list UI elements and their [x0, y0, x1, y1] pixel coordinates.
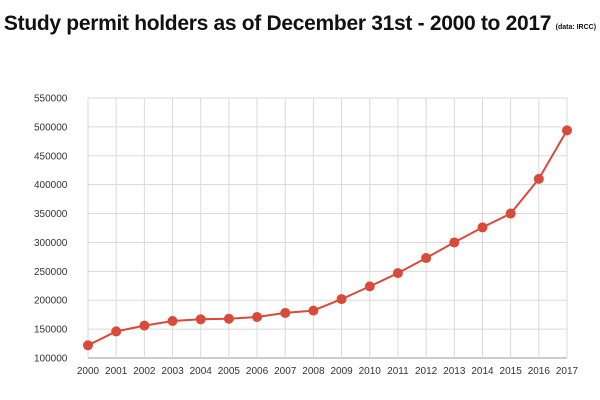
x-tick-label: 2000	[77, 366, 100, 377]
data-point	[449, 237, 460, 248]
y-tick-label: 300000	[34, 238, 68, 249]
data-point	[139, 320, 150, 331]
x-tick-label: 2003	[161, 366, 184, 377]
y-tick-label: 500000	[34, 122, 68, 133]
x-tick-label: 2007	[274, 366, 297, 377]
y-tick-label: 400000	[34, 180, 68, 191]
data-point	[223, 313, 234, 324]
x-tick-label: 2005	[218, 366, 241, 377]
data-point	[421, 253, 432, 264]
x-tick-label: 2008	[302, 366, 325, 377]
x-tick-label: 2010	[359, 366, 382, 377]
y-tick-label: 350000	[34, 209, 68, 220]
data-point	[111, 326, 122, 337]
y-tick-label: 550000	[34, 94, 68, 105]
x-tick-label: 2011	[387, 366, 409, 377]
y-tick-label: 250000	[34, 267, 68, 278]
x-tick-label: 2004	[190, 366, 213, 377]
x-tick-label: 2002	[133, 366, 156, 377]
y-tick-label: 150000	[34, 325, 68, 336]
chart-title: Study permit holders as of December 31st…	[0, 12, 600, 36]
series-line	[87, 129, 568, 347]
data-point	[167, 316, 178, 327]
data-point	[280, 307, 291, 318]
series-line-layer	[87, 129, 568, 347]
x-tick-label: 2015	[500, 366, 523, 377]
data-point	[562, 125, 572, 136]
gridlines	[87, 97, 568, 359]
data-points	[83, 125, 572, 351]
data-point	[505, 208, 516, 219]
x-tick-label: 2012	[415, 366, 438, 377]
x-tick-label: 2009	[330, 366, 353, 377]
x-tick-label: 2017	[556, 366, 579, 377]
x-tick-label: 2013	[443, 366, 466, 377]
y-tick-label: 200000	[34, 296, 68, 307]
x-tick-label: 2006	[246, 366, 269, 377]
data-point	[252, 311, 263, 322]
data-point	[477, 222, 488, 233]
y-tick-label: 100000	[34, 354, 68, 365]
data-point	[392, 268, 403, 279]
y-tick-label: 450000	[34, 151, 68, 162]
data-point	[533, 173, 544, 184]
x-tick-label: 2014	[471, 366, 494, 377]
y-axis-tick-labels: 100000 150000 200000 250000 300000 350000 4000…	[34, 94, 68, 365]
chart-title-text: Study permit holders as of December 31st…	[3, 12, 552, 35]
x-tick-label: 2016	[528, 366, 551, 377]
data-point	[83, 340, 93, 351]
x-tick-label: 2001	[105, 366, 128, 377]
x-axis-tick-labels: 2000 2001 2002 2003 2004 2005 2006 2007 2008 2009…	[77, 366, 579, 377]
chart-source-note: (data: IRCC)	[555, 24, 597, 31]
data-point	[364, 281, 375, 292]
data-point	[336, 294, 347, 305]
data-point	[195, 314, 206, 325]
data-point	[308, 305, 319, 316]
